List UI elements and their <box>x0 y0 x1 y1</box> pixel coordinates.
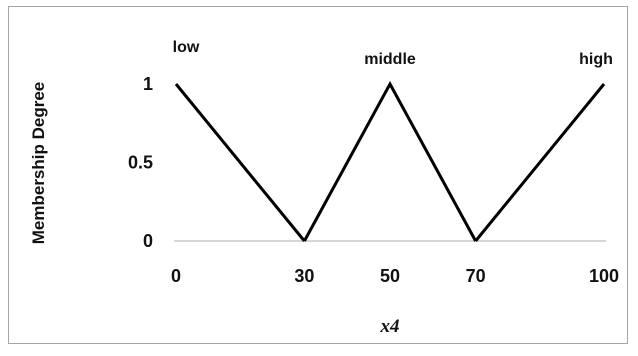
x-tick-label: 50 <box>380 266 400 286</box>
series-line-high <box>474 83 606 242</box>
series-line-middle <box>303 80 477 242</box>
y-axis-title: Membership Degree <box>29 82 48 245</box>
x-tick-label: 100 <box>589 266 619 286</box>
x-tick-label: 0 <box>171 266 181 286</box>
y-tick-label: 0 <box>143 231 153 251</box>
series-label-middle: middle <box>364 51 416 68</box>
series-label-high: high <box>579 51 613 68</box>
series-label-low: low <box>173 39 200 56</box>
x-tick-label: 30 <box>294 266 314 286</box>
series-line-low <box>174 83 306 242</box>
y-tick-label: 1 <box>143 74 153 94</box>
y-tick-label: 0.5 <box>128 153 153 173</box>
chart-frame <box>8 6 628 344</box>
series-layer <box>174 80 606 242</box>
x-tick-label: 70 <box>466 266 486 286</box>
x-axis-title: x4 <box>380 316 400 337</box>
